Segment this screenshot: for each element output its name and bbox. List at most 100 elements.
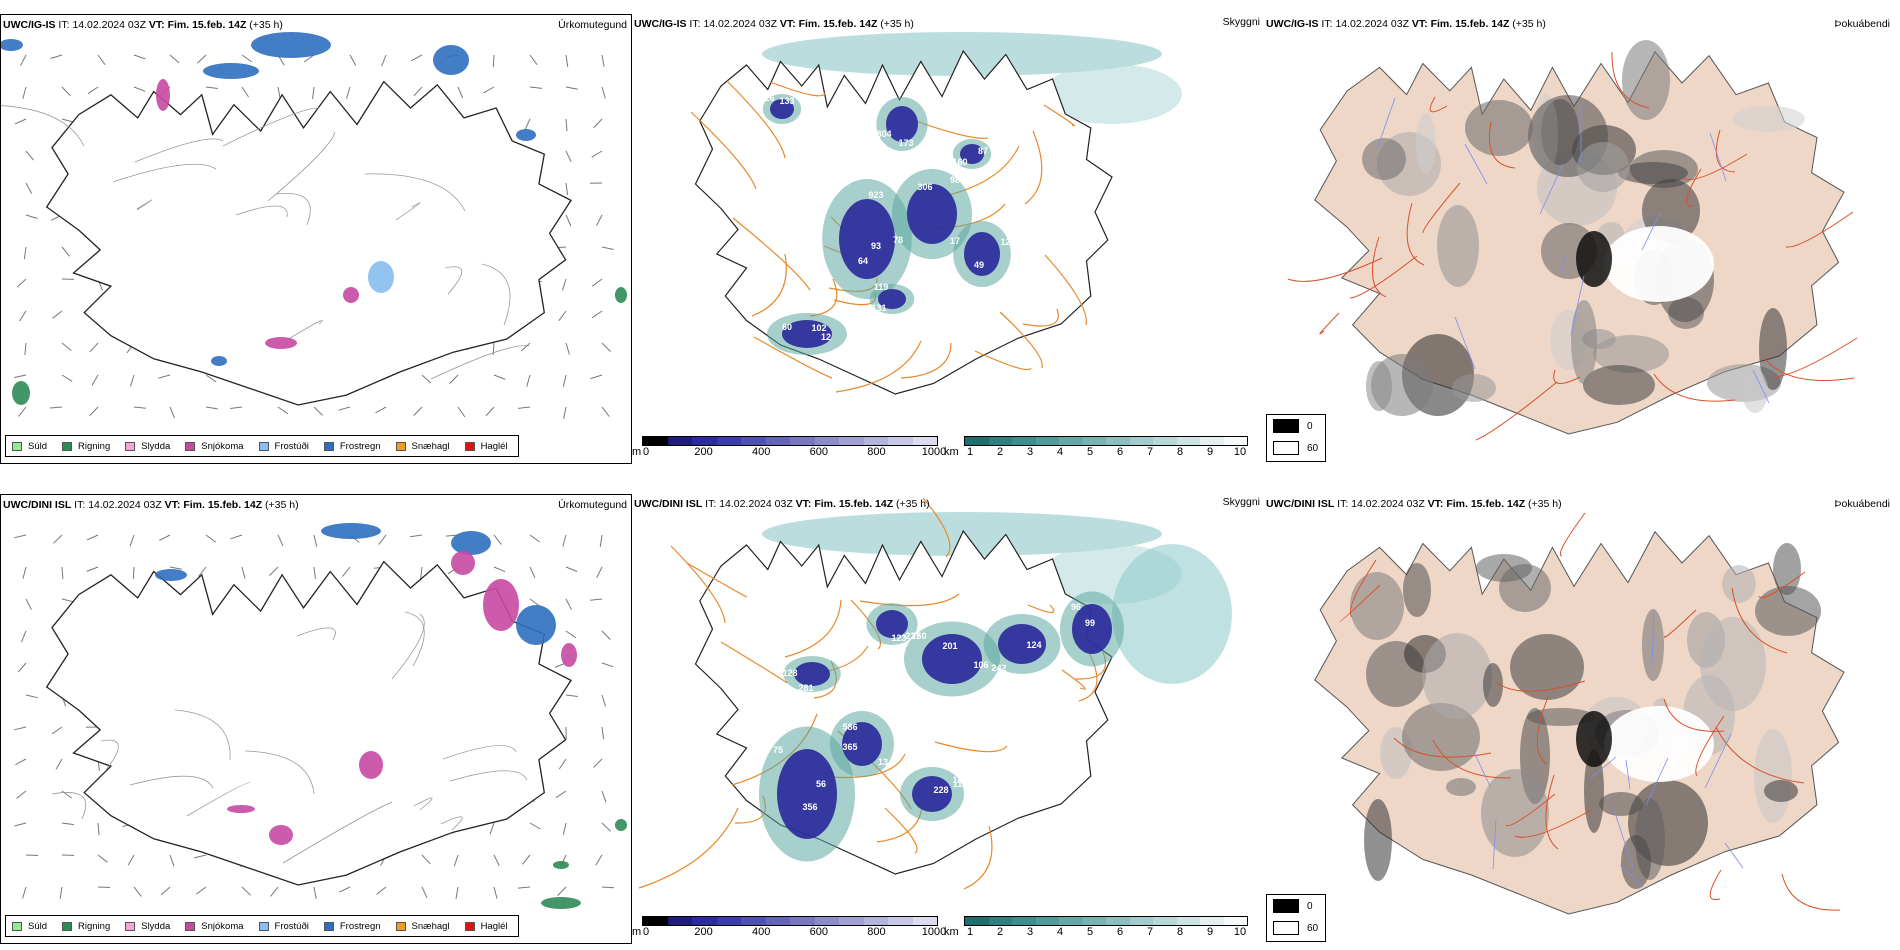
wind-barb	[14, 726, 27, 731]
cloud-base-label: 102	[811, 323, 826, 333]
colorbar-step	[716, 437, 741, 445]
wind-barb	[601, 822, 612, 832]
road-line	[1432, 739, 1512, 779]
iceland-coastline	[45, 80, 572, 406]
wind-barb	[526, 374, 531, 387]
legend-swatch	[62, 921, 73, 931]
precip-area	[368, 261, 394, 293]
wind-barb	[132, 566, 135, 580]
fog-patch	[1416, 113, 1436, 173]
colorbar-unit: m	[632, 926, 642, 938]
legend-item-sudl: Súld	[12, 441, 47, 452]
road-line	[1715, 726, 1805, 784]
road-line	[296, 627, 336, 641]
colorbar-unit: km	[944, 926, 959, 938]
fog-patch	[1759, 308, 1787, 390]
colorbar-tick-label: 200	[694, 926, 713, 938]
wind-barb	[196, 886, 207, 895]
glacier-clear-area	[1604, 226, 1714, 302]
wind-barb	[601, 406, 610, 417]
road-line	[51, 792, 87, 820]
fog-patch	[1476, 554, 1532, 582]
cloud-base-label: 56	[816, 779, 826, 789]
fog-patch	[1465, 100, 1533, 156]
road-line	[222, 107, 320, 147]
colorbar-tick-label: 4	[1056, 446, 1064, 458]
road-line	[884, 807, 918, 854]
colorbar-bar	[964, 436, 1248, 446]
wind-barb	[22, 886, 27, 899]
fog-patch	[1364, 799, 1392, 881]
cloud-base-label: 242	[991, 663, 1006, 673]
fog-legend-swatch	[1273, 921, 1299, 935]
cloud-base-label: 281	[798, 683, 813, 693]
fog-patch	[1481, 769, 1549, 857]
colorbar-tick-label: 8	[1176, 926, 1184, 938]
road-line	[1545, 774, 1559, 850]
wind-barb	[169, 54, 180, 64]
wind-barb	[378, 534, 387, 545]
cloud-base-label: 586	[842, 722, 857, 732]
road-line	[1772, 337, 1858, 378]
wind-barb	[601, 246, 614, 250]
colorbar-step	[839, 437, 864, 445]
legend-item-frostregn: Frostregn	[323, 441, 381, 452]
wind-barb	[22, 566, 27, 579]
road-line	[267, 131, 336, 202]
cloud-panel-row1: 64 78 49 60 119 133 173 87 93 98 127 102 131 426 804 16…	[632, 14, 1264, 464]
wind-barb	[420, 566, 423, 579]
road-line	[638, 807, 739, 889]
wind-barb	[453, 854, 459, 867]
legend-item-snaehagl: Snæhagl	[395, 441, 450, 452]
wind-barb	[19, 310, 27, 322]
colorbar-step	[988, 437, 1012, 445]
fog-patch	[1700, 617, 1766, 711]
road-line	[1475, 381, 1558, 441]
wind-barb	[601, 54, 605, 67]
panel-title: UWC/DINI ISL IT: 14.02.2024 03Z VT: Fim.…	[1266, 498, 1562, 510]
colorbar-tick-label: 10	[1233, 926, 1247, 938]
fog-map	[1287, 40, 1858, 441]
colorbar-tick-label: 200	[694, 446, 713, 458]
precip-area	[433, 45, 469, 75]
river-line	[1752, 369, 1770, 404]
wind-barb	[230, 406, 243, 409]
wind-barb	[485, 406, 495, 417]
colorbar-tick-label: 800	[867, 446, 886, 458]
road-line	[129, 775, 214, 789]
wind-barb	[601, 662, 614, 668]
cloud-base-label: 260	[911, 631, 926, 641]
wind-barb	[55, 758, 63, 770]
cloud-base-colorbar-low: m 0 200 400 600 800 1000	[632, 436, 946, 462]
low-cloud-core	[912, 776, 952, 812]
precip-area	[227, 805, 255, 813]
wind-barb	[61, 374, 73, 382]
road-line	[136, 199, 153, 211]
cloud-base-label: 804	[876, 129, 891, 139]
wind-barb	[565, 630, 577, 639]
colorbar-step	[667, 917, 692, 925]
river-line	[1539, 163, 1564, 215]
wind-barb	[529, 86, 542, 89]
road-network	[1, 105, 530, 380]
precip-area	[203, 63, 259, 79]
colorbar-bar	[642, 916, 938, 926]
wind-barb	[17, 662, 27, 673]
road-line	[1553, 369, 1581, 385]
colorbar-step	[692, 437, 717, 445]
wind-barb	[53, 534, 63, 544]
colorbar-step	[1106, 917, 1130, 925]
wind-barb	[97, 886, 111, 888]
colorbar-step	[1082, 917, 1106, 925]
fog-patch	[1571, 300, 1597, 384]
colorbar-step	[1200, 437, 1224, 445]
colorbar-tick-label: 1	[966, 446, 974, 458]
legend-swatch	[185, 441, 196, 451]
wind-barb	[25, 182, 33, 194]
wind-barb	[312, 86, 315, 99]
wind-barb	[15, 758, 27, 766]
low-cloud-core	[886, 106, 918, 142]
road-line	[922, 497, 951, 558]
low-cloud-core	[782, 320, 832, 348]
colorbar-step	[1176, 437, 1200, 445]
